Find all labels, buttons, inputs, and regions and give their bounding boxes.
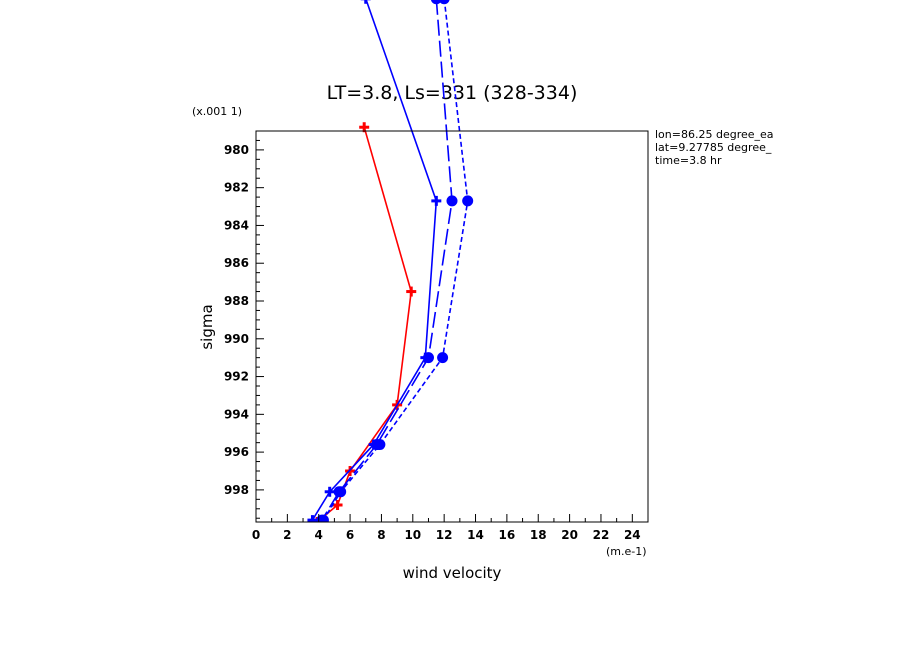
x-tick-label: 14 (467, 528, 484, 542)
x-tick-label: 2 (283, 528, 291, 542)
plot-frame (255, 130, 649, 523)
x-tick-label: 10 (404, 528, 421, 542)
series-1-point-5 (332, 500, 343, 510)
y-units-label: (x.001 1) (192, 105, 242, 118)
x-tick-label: 8 (377, 528, 385, 542)
chart-title: LT=3.8, Ls=331 (328-334) (327, 82, 578, 104)
series-line-2 (311, 0, 438, 521)
y-tick-label: 988 (224, 294, 249, 308)
annotation-lat: lat=9.27785 degree_ (655, 141, 772, 154)
series-2-point-5 (324, 486, 335, 497)
series-4-point-6 (317, 514, 329, 522)
series-1-point-2 (406, 286, 417, 297)
series-3-point-3 (422, 352, 434, 364)
series-2-point-2 (431, 195, 442, 206)
y-tick-label: 996 (224, 445, 249, 459)
series-4-point-2 (462, 195, 474, 207)
x-tick-label: 0 (252, 528, 260, 542)
x-tick-label: 4 (315, 528, 323, 542)
series-3-point-2 (446, 195, 458, 207)
series-line-1 (316, 126, 413, 522)
y-tick-label: 992 (224, 370, 249, 384)
y-axis-label: sigma (198, 304, 216, 349)
x-tick-label: 12 (436, 528, 453, 542)
series-4-point-4 (374, 439, 386, 451)
series-line-3 (321, 0, 453, 521)
x-tick-label: 16 (499, 528, 516, 542)
y-tick-label: 984 (224, 218, 249, 232)
x-tick-label: 20 (561, 528, 578, 542)
series-line-4 (322, 0, 469, 521)
x-tick-label: 6 (346, 528, 354, 542)
y-tick-label: 994 (224, 407, 249, 421)
annotation-lon: lon=86.25 degree_ea (655, 128, 774, 141)
y-tick-label: 998 (224, 483, 249, 497)
x-axis-label: wind velocity (403, 564, 502, 582)
x-tick-label: 22 (593, 528, 610, 542)
series-2-point-6 (307, 515, 318, 522)
series-4-point-3 (437, 352, 449, 364)
series-4-point-1 (438, 0, 450, 5)
axes-layer: 0 2 4 6 8 10 12 14 16 18 20 22 249809829849869889909… (224, 130, 649, 542)
y-tick-label: 990 (224, 332, 249, 346)
y-tick-label: 980 (224, 143, 249, 157)
series-3-point-1 (430, 0, 442, 5)
series-layer (307, 0, 474, 522)
x-tick-label: 18 (530, 528, 547, 542)
annotation-time: time=3.8 hr (655, 154, 722, 167)
y-tick-label: 986 (224, 256, 249, 270)
series-2-point-1 (360, 0, 371, 4)
series-4-point-5 (335, 486, 347, 498)
y-tick-label: 982 (224, 181, 249, 195)
x-units-label: (m.e-1) (606, 545, 647, 558)
x-tick-label: 24 (624, 528, 641, 542)
